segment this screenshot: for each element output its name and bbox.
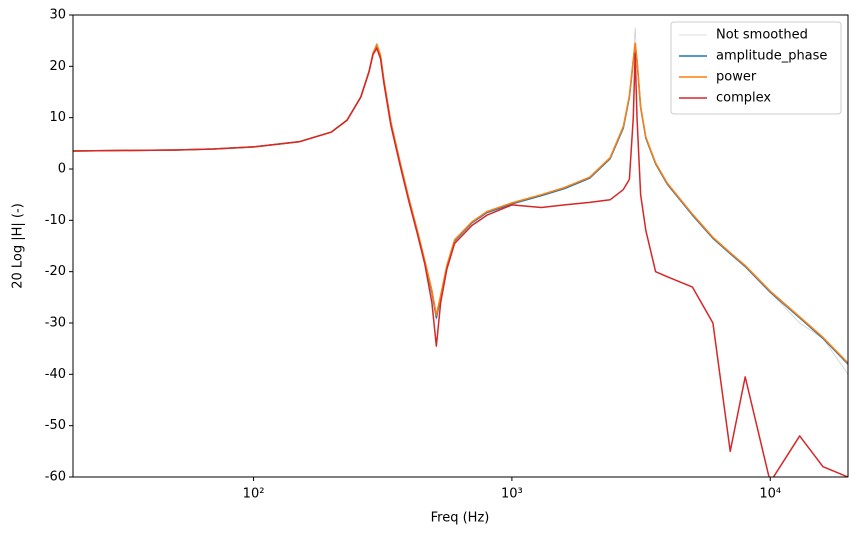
y-tick-label: 10 [49,110,66,125]
x-tick-label: 10³ [501,487,523,502]
y-tick-label: -30 [45,316,66,331]
plot-frame [72,14,849,478]
x-axis-label: Freq (Hz) [431,511,490,526]
y-tick-label: -40 [45,367,66,382]
y-tick-label: 30 [49,8,66,23]
series-line [73,47,848,477]
legend-label: power [716,70,757,85]
y-tick-label: 20 [49,59,66,74]
y-tick-label: -50 [45,418,66,433]
legend-label: complex [716,91,771,106]
x-tick-label: 10⁴ [759,487,781,502]
y-tick-label: 0 [58,162,66,177]
legend-label: amplitude_phase [716,49,827,64]
y-axis-label: 20 Log |H| (-) [11,203,26,289]
legend-label: Not smoothed [716,28,808,43]
y-tick-label: -60 [45,470,66,485]
y-tick-label: -10 [45,213,66,228]
y-tick-label: -20 [45,264,66,279]
x-tick-label: 10² [243,487,265,502]
legend-box [670,21,842,115]
